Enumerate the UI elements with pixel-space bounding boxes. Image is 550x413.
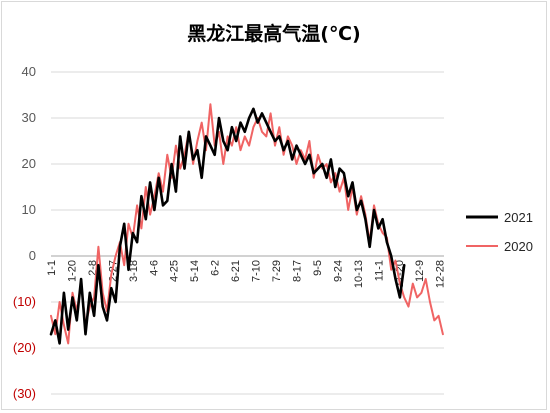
chart-title: 黑龙江最高气温(℃) (187, 22, 360, 45)
y-tick-label-6: (20) (13, 340, 36, 355)
y-tick-label-2: 20 (22, 156, 36, 171)
x-tick-label-16: 11-1 (373, 260, 385, 281)
x-tick-label-18: 12-9 (414, 260, 426, 282)
x-tick-label-7: 5-14 (189, 260, 201, 282)
x-tick-label-15: 10-13 (353, 260, 365, 288)
legend-label-2020: 2020 (504, 239, 533, 254)
y-tick-label-0: 40 (22, 64, 36, 79)
y-tick-label-3: 10 (22, 202, 36, 217)
x-tick-label-8: 6-2 (210, 260, 222, 276)
series-line-2021 (49, 107, 406, 345)
x-tick-label-9: 6-21 (230, 260, 242, 282)
series-lines (49, 103, 444, 345)
legend: 2021 2020 (466, 210, 533, 254)
x-tick-label-14: 9-24 (332, 260, 344, 282)
y-tick-labels: 40 30 20 10 0 (10) (20) (30) (13, 64, 36, 401)
x-tick-label-13: 9-5 (312, 260, 324, 276)
x-tick-label-11: 7-29 (271, 260, 283, 282)
x-tick-label-0: 1-1 (46, 260, 58, 276)
x-axis: 1-1 1-20 2-8 2-27 3-18 4-6 4-25 5-14 6-2 6-21 7-10… (46, 255, 447, 288)
legend-label-2021: 2021 (504, 210, 533, 225)
x-tick-label-12: 8-17 (291, 260, 303, 282)
y-tick-label-4: 0 (29, 248, 36, 263)
x-tick-label-10: 7-10 (251, 260, 263, 282)
y-tick-label-7: (30) (13, 386, 36, 401)
x-tick-label-19: 12-28 (435, 260, 447, 288)
x-tick-label-4: 3-18 (128, 260, 140, 282)
x-tick-label-6: 4-25 (169, 260, 181, 282)
y-tick-label-1: 30 (22, 110, 36, 125)
y-tick-label-5: (10) (13, 294, 36, 309)
x-tick-label-1: 1-20 (66, 260, 78, 282)
x-tick-label-5: 4-6 (148, 260, 160, 276)
